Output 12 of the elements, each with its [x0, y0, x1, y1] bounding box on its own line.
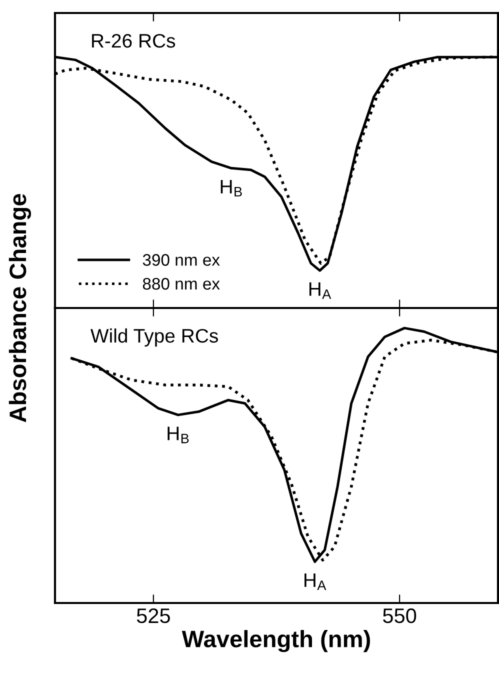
text: R-26 RCs	[92, 34, 176, 48]
annotation: H$_{A}$	[309, 282, 332, 299]
legend-label: 880 nm ex	[142, 278, 220, 290]
annotation: H$_{B}$	[168, 426, 189, 444]
y-axis-title: Absorbance Change	[8, 194, 32, 422]
x-tick-label: 550	[383, 608, 416, 624]
x-tick-label: 525	[136, 608, 170, 624]
annotation: Wild Type RCs	[90, 328, 218, 347]
x-axis-title: Wavelength (nm)	[182, 630, 370, 652]
legend-label: 390 nm ex	[142, 254, 220, 266]
annotation: H$_{A}$	[304, 574, 326, 590]
annotation: H$_{B}$	[220, 180, 242, 196]
